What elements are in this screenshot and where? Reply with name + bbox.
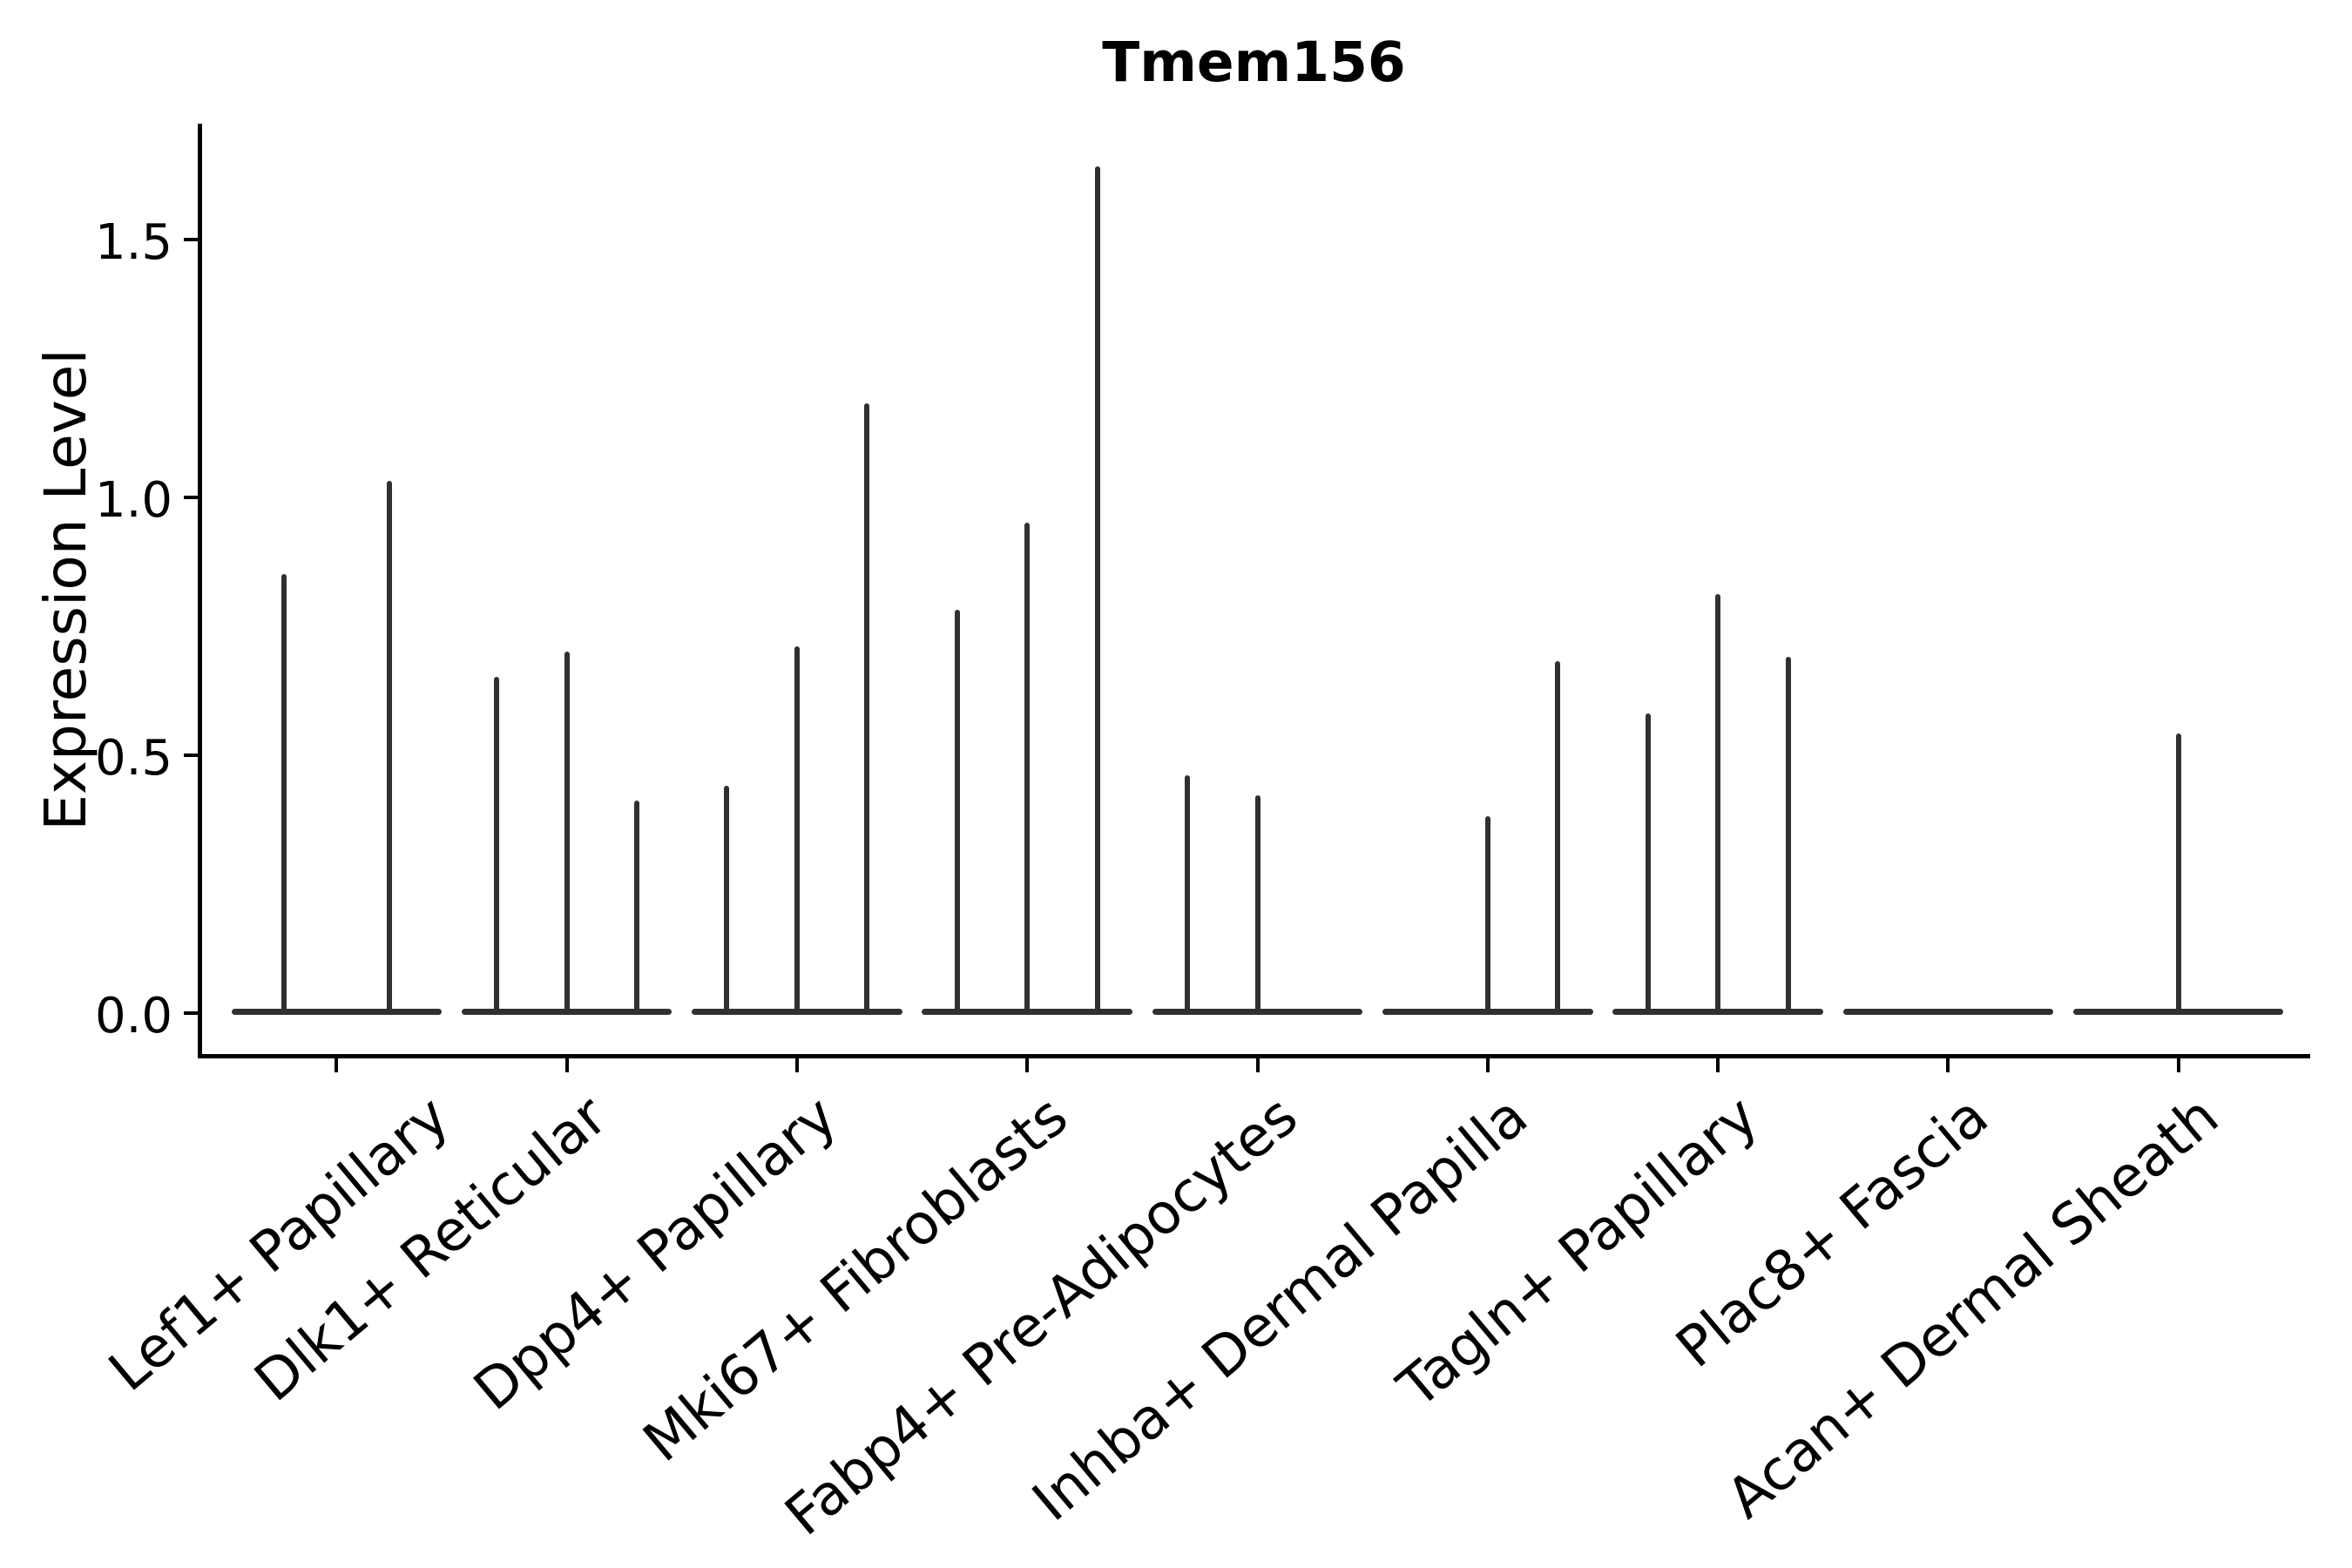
x-tick-label: Acan+ Dermal Sheath xyxy=(0,1084,2231,1531)
violin-spike xyxy=(634,801,640,1010)
violin-baseline xyxy=(922,1009,1132,1015)
x-axis-spine xyxy=(198,1054,2310,1058)
violin-spike xyxy=(1024,522,1031,1010)
violin-baseline xyxy=(1612,1009,1823,1015)
violin-spike xyxy=(1184,774,1190,1010)
y-tick-label: 0.5 xyxy=(94,730,172,787)
violin-spike xyxy=(386,481,392,1010)
x-tick-mark xyxy=(564,1056,569,1072)
violin-spike xyxy=(1555,661,1561,1010)
violin-baseline xyxy=(1382,1009,1593,1015)
y-axis-spine xyxy=(198,124,202,1058)
x-tick-mark xyxy=(1716,1056,1720,1072)
x-tick-mark xyxy=(1025,1056,1030,1072)
violin-spike xyxy=(1785,656,1791,1010)
x-tick-mark xyxy=(2176,1056,2180,1072)
x-tick-mark xyxy=(794,1056,799,1072)
violin-spike xyxy=(280,573,287,1010)
violin-spike xyxy=(494,677,500,1010)
violin-baseline xyxy=(231,1009,443,1015)
y-tick-label: 0.0 xyxy=(94,988,172,1044)
violin-baseline xyxy=(692,1009,902,1015)
chart-title: Tmem156 xyxy=(1102,30,1406,94)
violin-spike xyxy=(954,610,960,1010)
y-tick-mark xyxy=(184,1011,198,1015)
y-tick-label: 1.5 xyxy=(94,214,172,271)
y-tick-mark xyxy=(184,496,198,499)
violin-baseline xyxy=(1842,1009,2054,1015)
violin-spike xyxy=(864,403,870,1010)
violin-spike xyxy=(2175,733,2181,1010)
violin-baseline xyxy=(461,1009,672,1015)
violin-spike xyxy=(1484,816,1490,1010)
x-tick-mark xyxy=(1255,1056,1260,1072)
violin-spike xyxy=(564,651,570,1010)
violin-spike xyxy=(1094,166,1100,1010)
x-tick-mark xyxy=(1485,1056,1490,1072)
violin-spike xyxy=(1715,594,1721,1010)
violin-spike xyxy=(794,645,800,1010)
violin-baseline xyxy=(1152,1009,1363,1015)
violin-spike xyxy=(1254,795,1260,1010)
violin-baseline xyxy=(2072,1009,2284,1015)
violin-spike xyxy=(1645,713,1651,1010)
y-tick-mark xyxy=(184,238,198,241)
x-tick-mark xyxy=(1946,1056,1950,1072)
violin-spike xyxy=(724,785,730,1010)
x-tick-mark xyxy=(335,1056,339,1072)
y-tick-mark xyxy=(184,754,198,757)
y-tick-label: 1.0 xyxy=(94,472,172,529)
